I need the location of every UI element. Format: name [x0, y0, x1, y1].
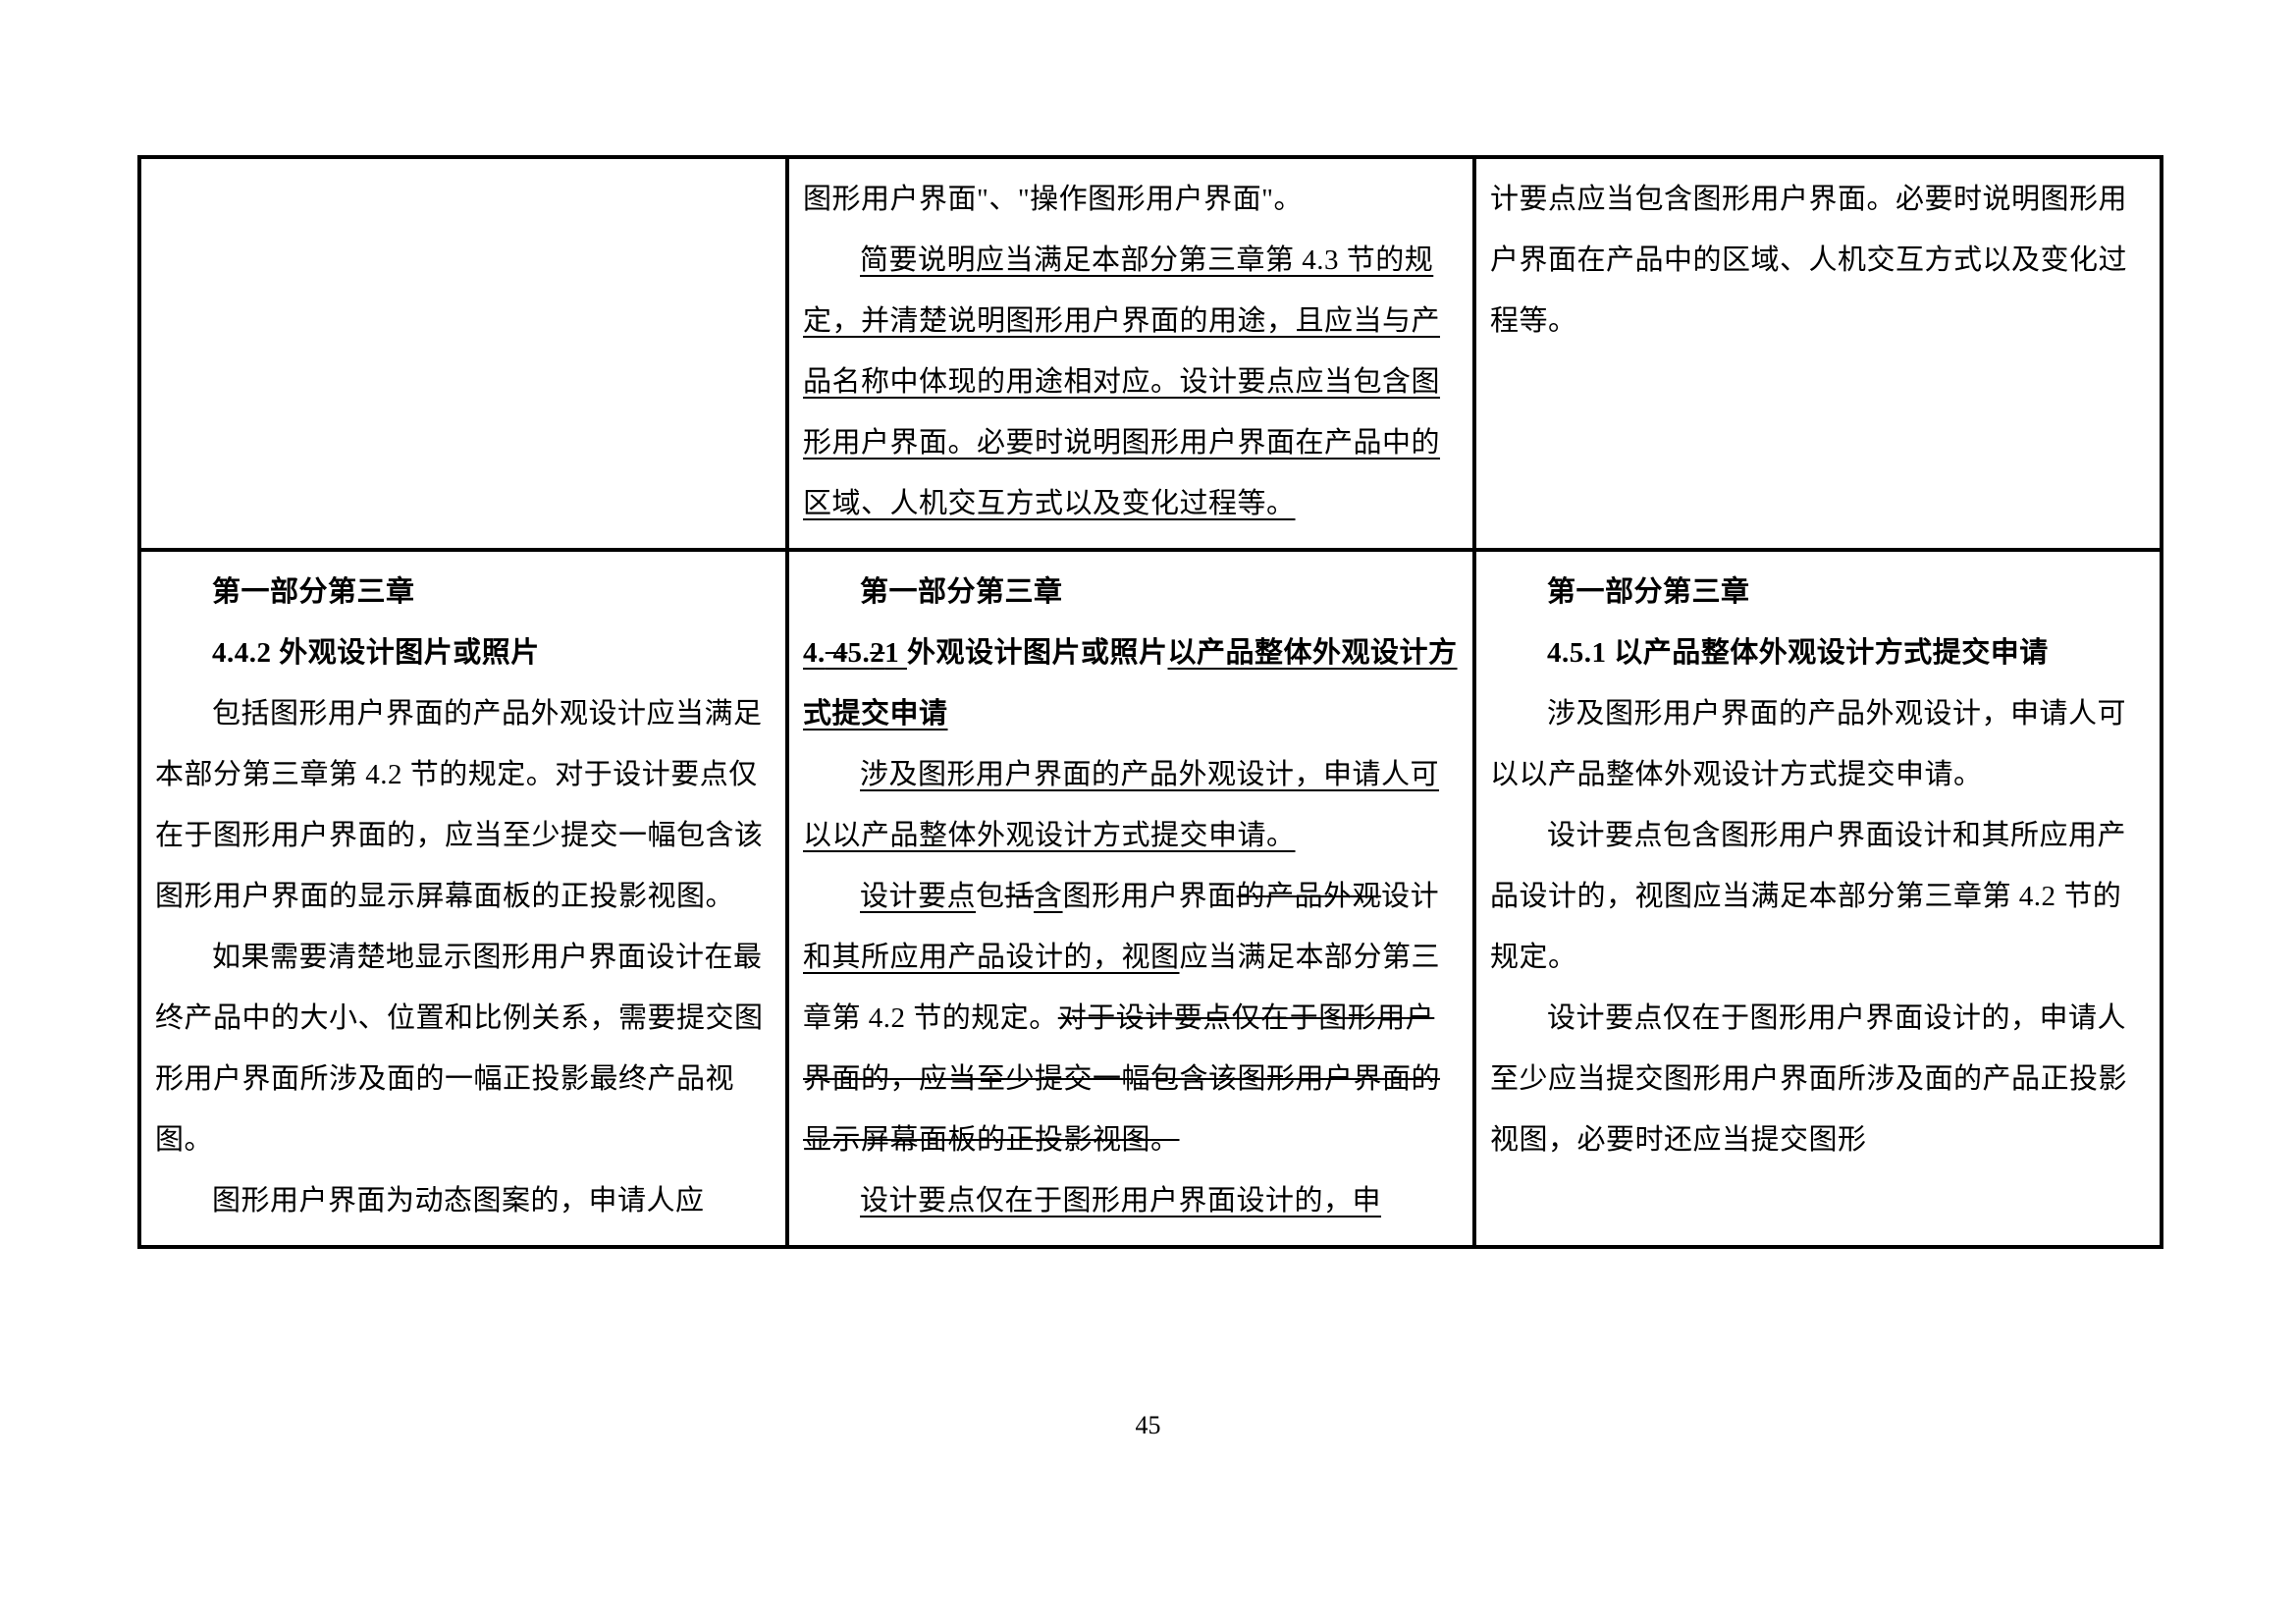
cell-row1-col3: 计要点应当包含图形用户界面。必要时说明图形用户界面在产品中的区域、人机交互方式以… — [1474, 157, 2162, 550]
paragraph: 包括图形用户界面的产品外观设计应当满足本部分第三章第 4.2 节的规定。对于设计… — [155, 683, 772, 927]
paragraph: 简要说明应当满足本部分第三章第 4.3 节的规定，并清楚说明图形用户界面的用途，… — [803, 230, 1459, 534]
cell-row2-col3: 第一部分第三章 4.5.1 以产品整体外观设计方式提交申请 涉及图形用户界面的产… — [1474, 550, 2162, 1247]
paragraph: 如果需要清楚地显示图形用户界面设计在最终产品中的大小、位置和比例关系，需要提交图… — [155, 927, 772, 1170]
paragraph: 设计要点包括含图形用户界面的产品外观设计和其所应用产品设计的，视图应当满足本部分… — [803, 866, 1459, 1170]
section-heading: 第一部分第三章 — [1490, 562, 2146, 622]
paragraph: 涉及图形用户界面的产品外观设计，申请人可以以产品整体外观设计方式提交申请。 — [1490, 683, 2146, 805]
cell-row2-col2: 第一部分第三章 4. 45.21 外观设计图片或照片以产品整体外观设计方式提交申… — [787, 550, 1474, 1247]
section-heading: 第一部分第三章 — [803, 562, 1459, 622]
subsection-heading: 4.4.2 外观设计图片或照片 — [155, 622, 772, 683]
section-heading: 第一部分第三章 — [155, 562, 772, 622]
paragraph: 图形用户界面"、"操作图形用户界面"。 — [803, 169, 1459, 230]
table-row: 图形用户界面"、"操作图形用户界面"。 简要说明应当满足本部分第三章第 4.3 … — [139, 157, 2162, 550]
cell-row1-col2: 图形用户界面"、"操作图形用户界面"。 简要说明应当满足本部分第三章第 4.3 … — [787, 157, 1474, 550]
subsection-heading: 4.5.1 以产品整体外观设计方式提交申请 — [1490, 622, 2146, 683]
paragraph: 设计要点仅在于图形用户界面设计的，申 — [803, 1170, 1459, 1231]
cell-row2-col1: 第一部分第三章 4.4.2 外观设计图片或照片 包括图形用户界面的产品外观设计应… — [139, 550, 787, 1247]
paragraph: 涉及图形用户界面的产品外观设计，申请人可以以产品整体外观设计方式提交申请。 — [803, 744, 1459, 866]
cell-row1-col1 — [139, 157, 787, 550]
subsection-heading: 4. 45.21 外观设计图片或照片以产品整体外观设计方式提交申请 — [803, 622, 1459, 744]
paragraph: 图形用户界面为动态图案的，申请人应 — [155, 1170, 772, 1231]
paragraph: 设计要点包含图形用户界面设计和其所应用产品设计的，视图应当满足本部分第三章第 4… — [1490, 805, 2146, 988]
page-number: 45 — [0, 1411, 2296, 1440]
paragraph: 设计要点仅在于图形用户界面设计的，申请人至少应当提交图形用户界面所涉及面的产品正… — [1490, 988, 2146, 1170]
document-page: 图形用户界面"、"操作图形用户界面"。 简要说明应当满足本部分第三章第 4.3 … — [0, 0, 2296, 1623]
comparison-table: 图形用户界面"、"操作图形用户界面"。 简要说明应当满足本部分第三章第 4.3 … — [137, 155, 2163, 1249]
paragraph: 计要点应当包含图形用户界面。必要时说明图形用户界面在产品中的区域、人机交互方式以… — [1490, 169, 2146, 352]
table-row: 第一部分第三章 4.4.2 外观设计图片或照片 包括图形用户界面的产品外观设计应… — [139, 550, 2162, 1247]
